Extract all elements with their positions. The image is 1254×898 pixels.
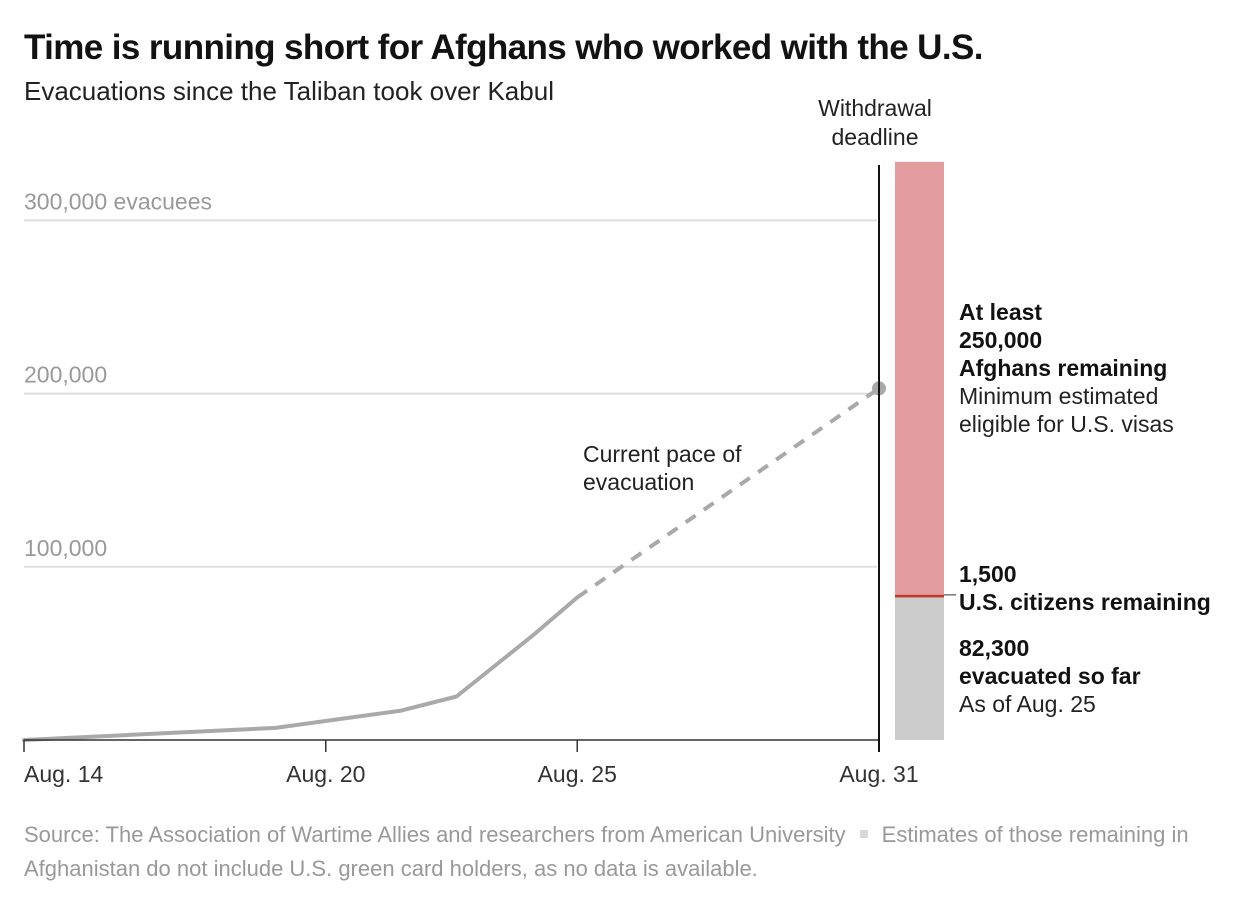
bar-segment-evacuated bbox=[895, 597, 944, 740]
series-dashed-line bbox=[576, 386, 881, 600]
label-evacuated-bold-1: 82,300 bbox=[959, 635, 1029, 661]
source-note: Source: The Association of Wartime Allie… bbox=[24, 822, 846, 847]
label-evacuated-bold-2: evacuated so far bbox=[959, 663, 1141, 689]
bar-segment-us-citizens bbox=[895, 593, 944, 598]
x-tick-label-25: Aug. 25 bbox=[538, 761, 617, 787]
green-card-note: Estimates of those remaining in Afghanis… bbox=[24, 822, 1189, 881]
pace-label-line-2: evacuation bbox=[583, 469, 694, 495]
y-tick-label-200000: 200,000 bbox=[24, 362, 107, 388]
evacuation-line bbox=[22, 381, 886, 742]
label-us-citizens-bold-2: U.S. citizens remaining bbox=[959, 589, 1211, 615]
y-tick-label-300000: 300,000 evacuees bbox=[24, 188, 212, 214]
chart-footer: Source: The Association of Wartime Allie… bbox=[24, 818, 1234, 886]
pace-label-line-1: Current pace of bbox=[583, 441, 742, 467]
series-solid-line bbox=[22, 595, 580, 742]
chart-title: Time is running short for Afghans who wo… bbox=[24, 28, 983, 67]
x-tick-label-14: Aug. 14 bbox=[24, 761, 103, 787]
bar-segment-afghans bbox=[895, 161, 944, 595]
x-axis: Aug. 14 Aug. 20 Aug. 25 Aug. 31 bbox=[23, 165, 919, 787]
stacked-bar bbox=[895, 161, 944, 740]
label-evacuated-note-1: As of Aug. 25 bbox=[959, 691, 1096, 717]
y-tick-label-100000: 100,000 bbox=[24, 535, 107, 561]
label-afghans-bold-3: Afghans remaining bbox=[959, 355, 1167, 381]
label-afghans-bold-2: 250,000 bbox=[959, 327, 1042, 353]
label-us-citizens-bold-1: 1,500 bbox=[959, 561, 1017, 587]
chart-subtitle: Evacuations since the Taliban took over … bbox=[24, 76, 554, 106]
x-tick-label-31: Aug. 31 bbox=[839, 761, 918, 787]
label-afghans-bold-1: At least bbox=[959, 299, 1042, 325]
label-afghans-note-2: eligible for U.S. visas bbox=[959, 411, 1174, 437]
x-tick-label-20: Aug. 20 bbox=[286, 761, 365, 787]
deadline-label-line-1: Withdrawal bbox=[818, 95, 932, 121]
label-afghans-note-1: Minimum estimated bbox=[959, 383, 1158, 409]
separator-square-icon bbox=[859, 830, 868, 839]
grid-lines: 100,000 200,000 300,000 evacuees bbox=[24, 188, 877, 568]
deadline-label-line-2: deadline bbox=[832, 124, 919, 150]
